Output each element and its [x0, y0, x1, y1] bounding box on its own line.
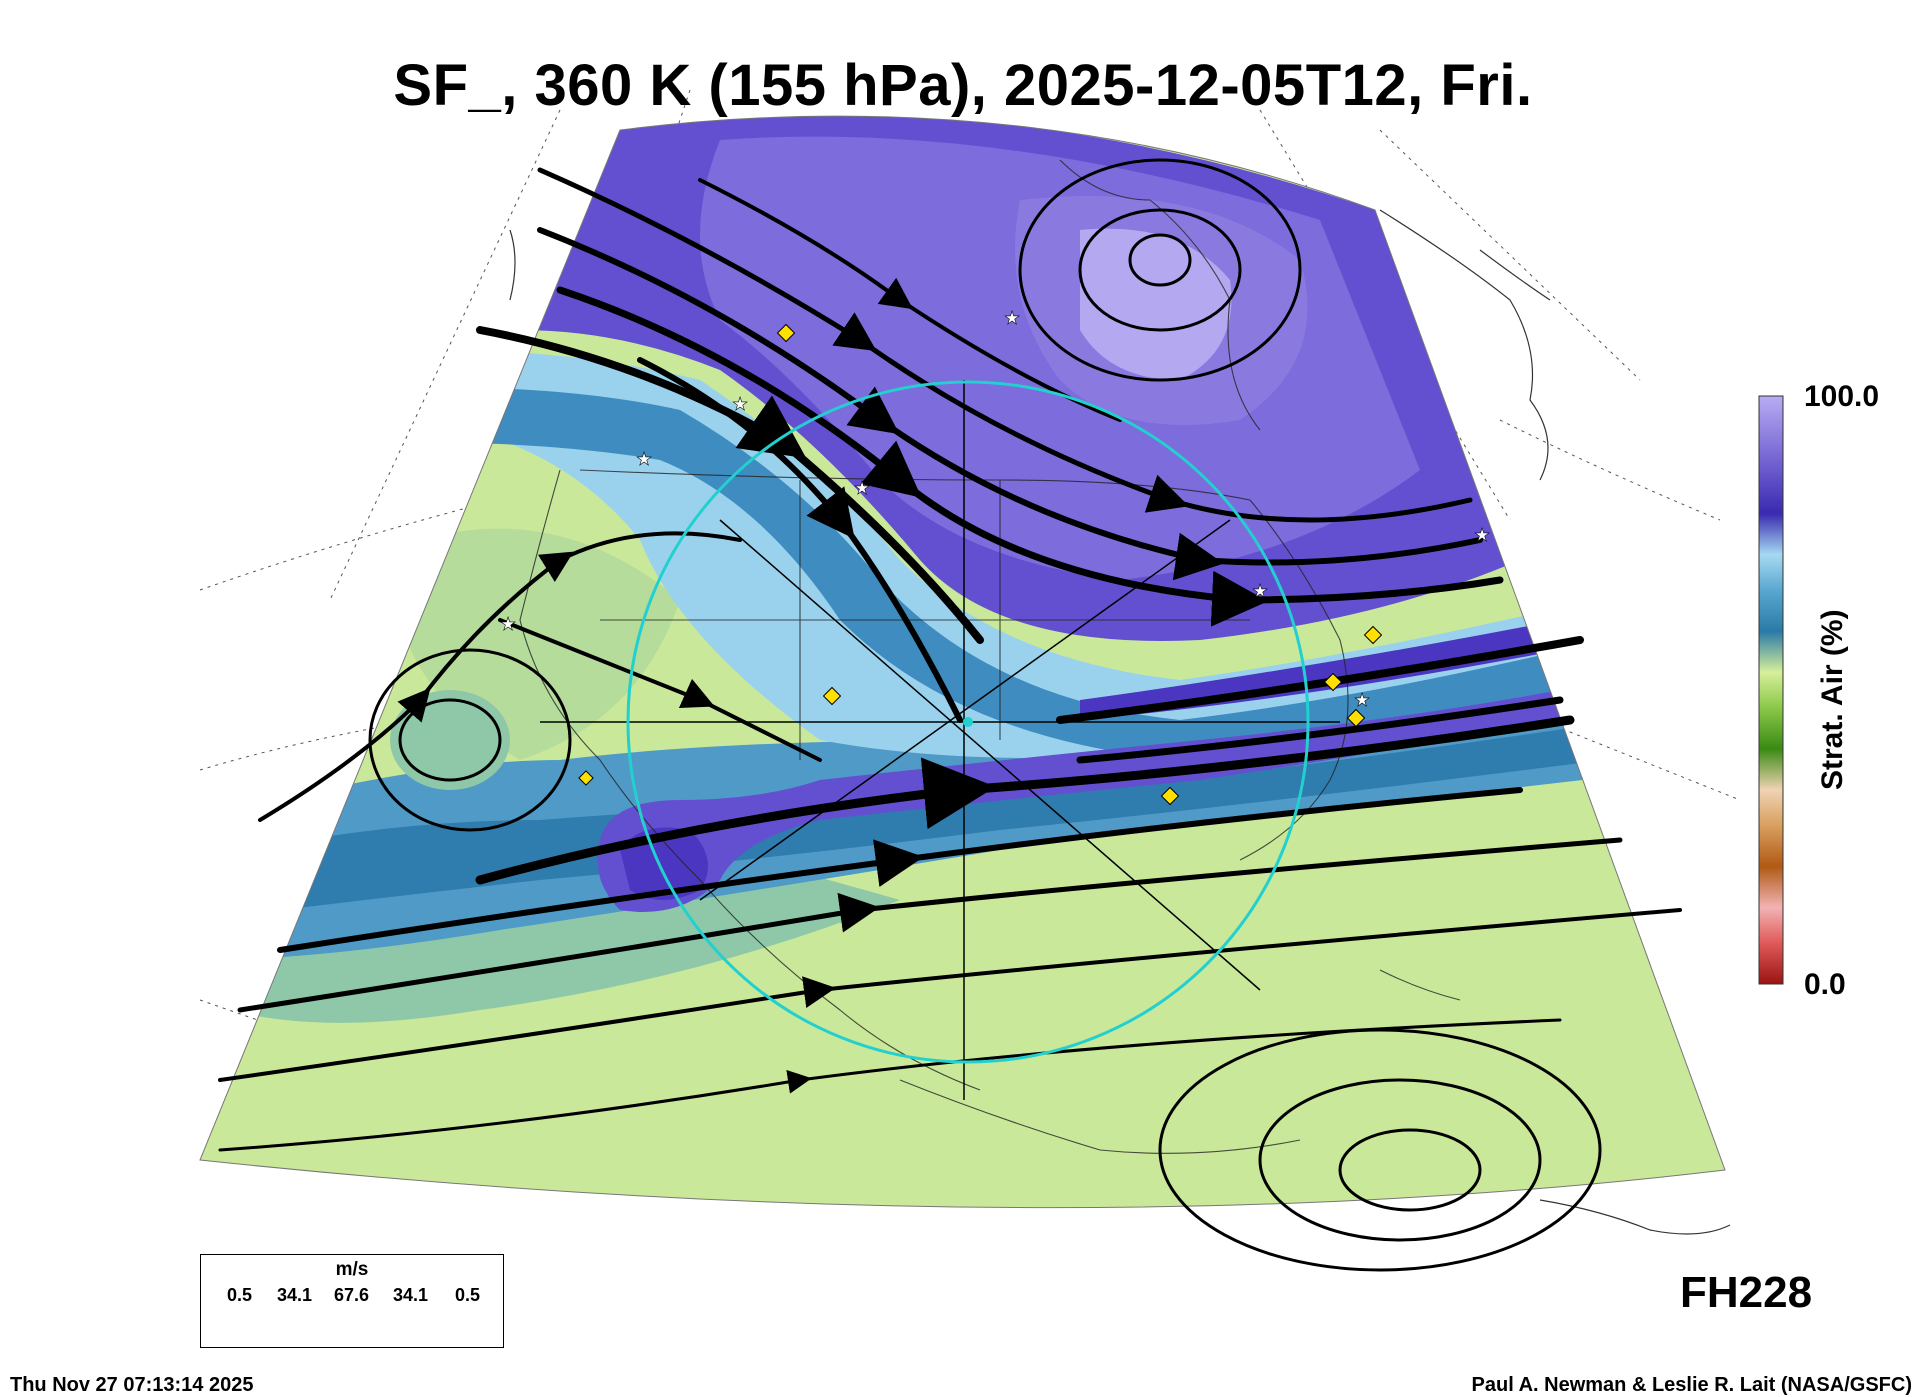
star-markers: ★ ★ ★ ★ ★ ★ ★ ★ [500, 308, 1491, 711]
forecast-hour-label: FH228 [1680, 1268, 1813, 1317]
wind-key-value: 0.5 [455, 1285, 481, 1305]
cross-section-lines [540, 380, 1340, 1100]
wind-key-value: 34.1 [393, 1285, 429, 1305]
svg-text:★: ★ [732, 394, 748, 414]
station-markers [578, 323, 1383, 806]
svg-text:★: ★ [500, 614, 516, 634]
svg-text:★: ★ [636, 449, 652, 469]
colorbar-title: Strat. Air (%) [1816, 609, 1849, 790]
colorbar [1758, 395, 1784, 985]
wind-key: m/s 0.5 34.1 67.6 34.1 0.5 [200, 1254, 504, 1348]
chart-title: SF_, 360 K (155 hPa), 2025-12-05T12, Fri… [393, 53, 1533, 118]
wind-key-value: 0.5 [227, 1285, 253, 1305]
credit-line: Paul A. Newman & Leslie R. Lait (NASA/GS… [1471, 1374, 1912, 1396]
colorbar-min-label: 0.0 [1804, 968, 1846, 1001]
svg-text:★: ★ [854, 478, 870, 498]
colorbar-max-label: 100.0 [1804, 380, 1880, 413]
timestamp: Thu Nov 27 07:13:14 2025 [10, 1374, 254, 1396]
svg-text:★: ★ [1252, 581, 1268, 601]
wind-key-unit: m/s [335, 1259, 369, 1280]
center-point [963, 717, 973, 727]
wind-key-value: 67.6 [334, 1285, 370, 1305]
wind-key-value: 34.1 [277, 1285, 313, 1305]
svg-text:★: ★ [1474, 525, 1490, 545]
range-ring [626, 380, 1310, 1064]
svg-text:★: ★ [1004, 308, 1020, 328]
svg-text:★: ★ [1354, 690, 1370, 710]
